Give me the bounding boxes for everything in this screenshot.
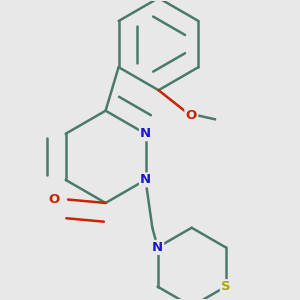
- Text: O: O: [49, 193, 60, 206]
- Text: N: N: [140, 173, 151, 186]
- Text: N: N: [152, 241, 163, 254]
- Text: N: N: [140, 127, 151, 140]
- Text: S: S: [221, 280, 230, 293]
- Text: O: O: [185, 109, 197, 122]
